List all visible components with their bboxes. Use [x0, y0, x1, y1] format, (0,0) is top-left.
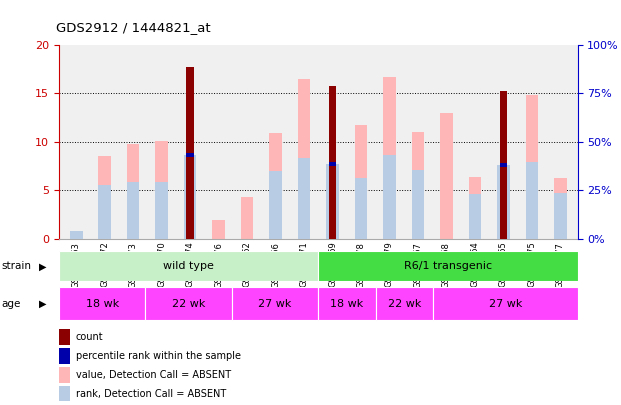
Bar — [433, 288, 578, 320]
Bar — [232, 288, 319, 320]
Text: 27 wk: 27 wk — [489, 299, 522, 309]
Bar — [469, 194, 481, 239]
Bar — [59, 367, 70, 383]
Bar — [59, 288, 145, 320]
Bar — [525, 162, 538, 239]
Bar — [70, 231, 83, 239]
Bar — [70, 231, 83, 239]
Bar — [269, 171, 282, 239]
Text: ▶: ▶ — [39, 261, 47, 271]
Bar — [355, 178, 368, 239]
Text: count: count — [76, 332, 103, 342]
Text: R6/1 transgenic: R6/1 transgenic — [404, 261, 492, 271]
Bar — [326, 165, 339, 239]
Bar — [525, 95, 538, 239]
Bar — [329, 162, 336, 166]
Bar — [240, 197, 253, 239]
Bar — [412, 170, 424, 239]
Bar — [497, 166, 510, 239]
Text: GDS2912 / 1444821_at: GDS2912 / 1444821_at — [56, 21, 211, 34]
Bar — [145, 288, 232, 320]
Bar — [376, 288, 433, 320]
Bar — [59, 329, 70, 345]
Bar — [319, 251, 578, 281]
Bar — [186, 67, 194, 239]
Text: wild type: wild type — [163, 261, 214, 271]
Bar — [127, 144, 140, 239]
Text: 22 wk: 22 wk — [172, 299, 206, 309]
Bar — [554, 193, 567, 239]
Bar — [383, 156, 396, 239]
Text: rank, Detection Call = ABSENT: rank, Detection Call = ABSENT — [76, 389, 226, 399]
Bar — [355, 125, 368, 239]
Bar — [59, 251, 319, 281]
Bar — [127, 181, 140, 239]
Bar — [59, 348, 70, 364]
Bar — [59, 386, 70, 402]
Bar — [319, 288, 376, 320]
Text: 22 wk: 22 wk — [388, 299, 422, 309]
Text: 18 wk: 18 wk — [86, 299, 119, 309]
Text: 27 wk: 27 wk — [258, 299, 292, 309]
Text: strain: strain — [2, 261, 32, 271]
Text: value, Detection Call = ABSENT: value, Detection Call = ABSENT — [76, 370, 231, 380]
Text: percentile rank within the sample: percentile rank within the sample — [76, 351, 240, 361]
Bar — [500, 91, 507, 239]
Bar — [497, 165, 510, 239]
Bar — [212, 220, 225, 239]
Text: age: age — [2, 299, 21, 309]
Bar — [184, 156, 196, 239]
Bar — [412, 132, 424, 239]
Bar — [440, 113, 453, 239]
Bar — [297, 79, 310, 239]
Bar — [98, 156, 111, 239]
Bar — [184, 156, 196, 239]
Bar — [383, 77, 396, 239]
Bar — [155, 141, 168, 239]
Bar — [326, 164, 339, 239]
Bar — [500, 163, 507, 167]
Bar — [554, 178, 567, 239]
Text: 18 wk: 18 wk — [330, 299, 364, 309]
Bar — [269, 133, 282, 239]
Bar — [155, 181, 168, 239]
Bar — [186, 153, 194, 157]
Bar — [329, 86, 336, 239]
Bar — [297, 158, 310, 239]
Bar — [98, 185, 111, 239]
Bar — [469, 177, 481, 239]
Text: ▶: ▶ — [39, 299, 47, 309]
